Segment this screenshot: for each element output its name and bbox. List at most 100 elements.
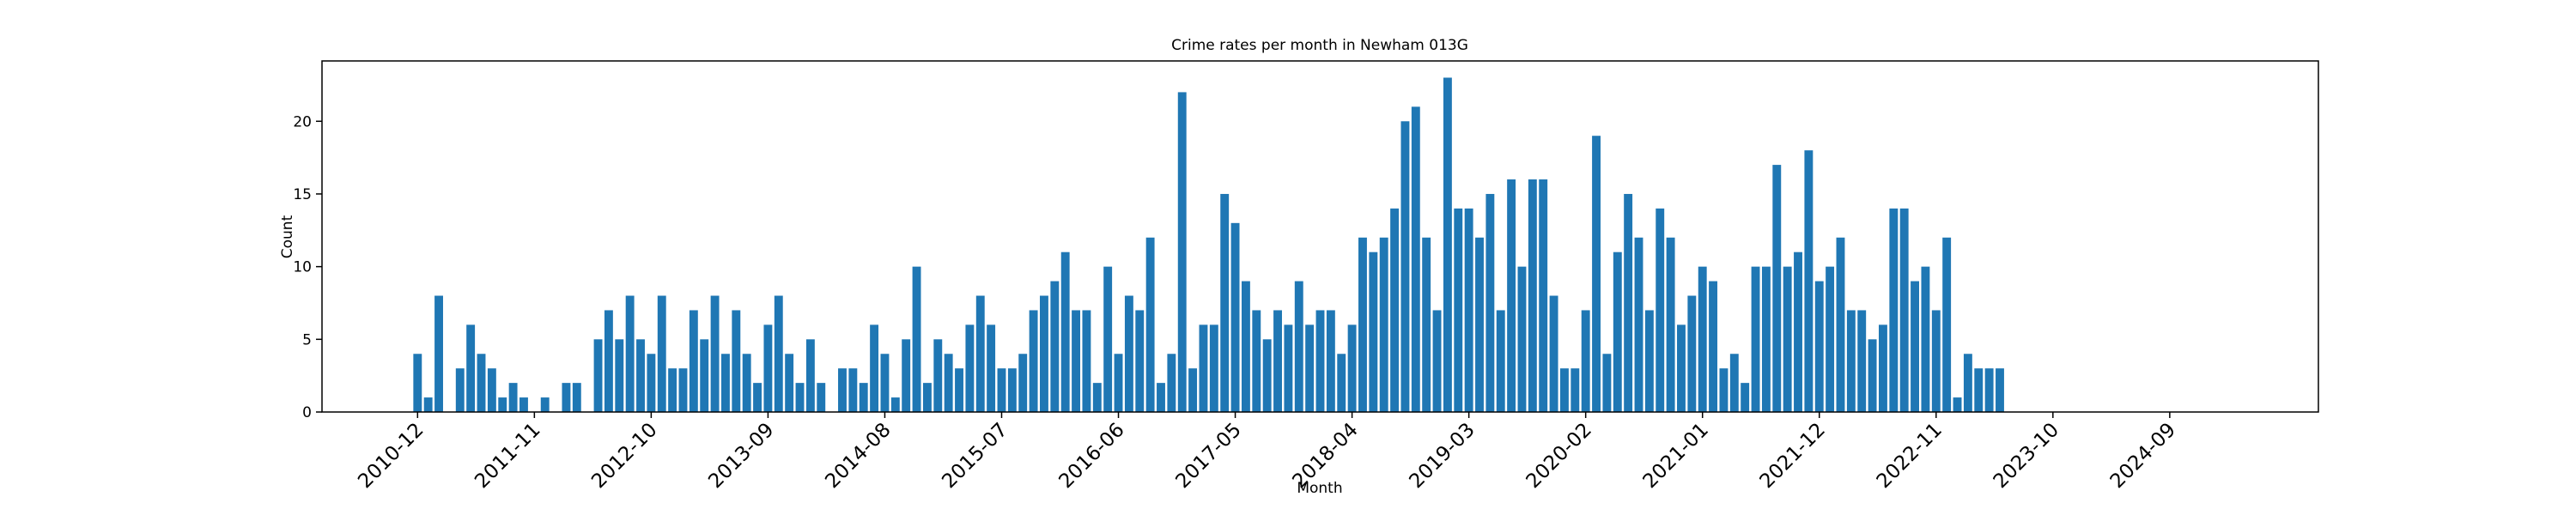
x-tick-label: 2022-11 [1873, 419, 1947, 493]
x-tick-label: 2021-01 [1639, 419, 1713, 493]
bar [774, 295, 783, 412]
bar [742, 354, 751, 412]
x-tick-label: 2012-10 [587, 419, 661, 493]
bar [1879, 324, 1887, 412]
bar [1868, 339, 1877, 412]
bar [965, 324, 975, 412]
bar [1804, 150, 1814, 412]
bar [1029, 310, 1038, 412]
bar [838, 368, 847, 412]
bar [944, 354, 953, 412]
bar [1432, 310, 1442, 412]
bar [1741, 383, 1750, 412]
bar [1358, 237, 1367, 412]
bar [1857, 310, 1867, 412]
y-tick-label: 20 [293, 113, 312, 130]
bar [1899, 208, 1909, 412]
bar [1698, 266, 1707, 412]
bar [1422, 237, 1431, 412]
bar [423, 397, 433, 412]
bar [1666, 237, 1675, 412]
bar [1974, 368, 1984, 412]
bar [455, 368, 465, 412]
x-tick-label: 2015-07 [938, 419, 1012, 493]
bar [1931, 310, 1941, 412]
bar [848, 368, 858, 412]
bar [1814, 281, 1824, 412]
bar [1475, 237, 1484, 412]
bar [1656, 208, 1665, 412]
bar [1592, 136, 1601, 412]
bar [625, 295, 635, 412]
plot-frame [321, 60, 2319, 413]
bar [805, 339, 815, 412]
bar [1400, 121, 1410, 413]
bar [1411, 106, 1420, 412]
bar [1007, 368, 1017, 412]
bar [1273, 310, 1282, 412]
bar [912, 266, 921, 412]
bar [1581, 310, 1590, 412]
bar [466, 324, 476, 412]
bar [1262, 339, 1272, 412]
bar [1677, 324, 1686, 412]
bar [1018, 354, 1028, 412]
x-tick-label: 2010-12 [354, 419, 428, 493]
x-tick-label: 2016-06 [1054, 419, 1128, 493]
bar [434, 295, 443, 412]
bar [1729, 354, 1739, 412]
bar [1911, 281, 1919, 412]
x-axis-label: Month [1297, 480, 1342, 497]
bar [1050, 281, 1060, 412]
bar [1794, 251, 1802, 412]
bar [1167, 354, 1176, 412]
bar [955, 368, 963, 412]
bar [987, 324, 996, 412]
bar [1559, 368, 1569, 412]
bar [1549, 295, 1558, 412]
bar [1644, 310, 1654, 412]
bar [1443, 77, 1452, 412]
bar [604, 310, 613, 412]
x-tick-label: 2019-03 [1406, 419, 1479, 493]
bar [870, 324, 879, 412]
bar [1135, 310, 1145, 412]
bar [1337, 354, 1346, 412]
bar [933, 339, 943, 412]
bar [1687, 295, 1697, 412]
bar [902, 339, 911, 412]
bar [890, 397, 900, 412]
bar [1539, 179, 1548, 412]
bar [700, 339, 709, 412]
bar [975, 295, 985, 412]
bar [1836, 237, 1845, 412]
bar [1507, 179, 1516, 412]
bar [1294, 281, 1303, 412]
bar [859, 383, 868, 412]
x-tick-label: 2013-09 [704, 419, 778, 493]
bar [1284, 324, 1293, 412]
x-tick-label: 2021-12 [1756, 419, 1830, 493]
bar [1613, 251, 1622, 412]
bar [1571, 368, 1580, 412]
bar [1996, 368, 2004, 412]
bar [763, 324, 773, 412]
bar [1252, 310, 1261, 412]
chart-title: Crime rates per month in Newham 013G [1171, 37, 1468, 54]
y-tick-label: 0 [302, 404, 312, 421]
bar [519, 397, 528, 412]
bar [1984, 368, 1994, 412]
bar [1921, 266, 1930, 412]
bar [1889, 208, 1899, 412]
x-tick-label: 2011-11 [471, 419, 544, 493]
x-tick-label: 2023-10 [1990, 419, 2063, 493]
bar [593, 339, 603, 412]
bar [1953, 397, 1962, 412]
bar [1124, 295, 1133, 412]
bar [1230, 222, 1240, 412]
bar [1624, 193, 1633, 412]
bar [1485, 193, 1495, 412]
bar [817, 383, 826, 412]
bar [1634, 237, 1643, 412]
